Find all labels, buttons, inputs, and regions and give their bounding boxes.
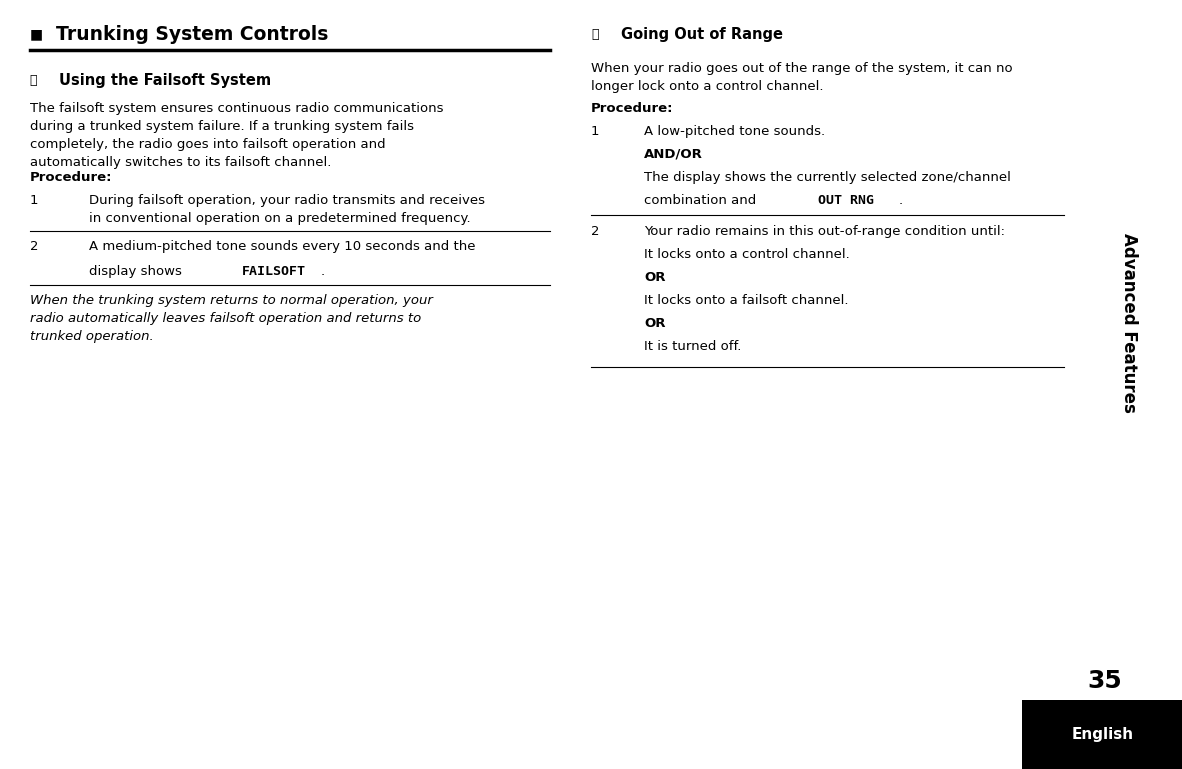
- Text: OR: OR: [644, 271, 665, 284]
- Text: The failsoft system ensures continuous radio communications
during a trunked sys: The failsoft system ensures continuous r…: [30, 102, 443, 168]
- Text: 2: 2: [30, 240, 38, 253]
- Text: It locks onto a control channel.: It locks onto a control channel.: [644, 248, 850, 261]
- Text: It is turned off.: It is turned off.: [644, 340, 741, 353]
- Text: .: .: [898, 194, 902, 207]
- Bar: [1022, 700, 1182, 769]
- Text: display shows: display shows: [89, 265, 186, 278]
- Text: 🗎: 🗎: [30, 75, 37, 87]
- Text: OUT RNG: OUT RNG: [818, 194, 873, 207]
- Text: A medium-pitched tone sounds every 10 seconds and the: A medium-pitched tone sounds every 10 se…: [89, 240, 475, 253]
- Text: 1: 1: [591, 125, 599, 138]
- Text: English: English: [1071, 727, 1134, 742]
- Text: Your radio remains in this out-of-range condition until:: Your radio remains in this out-of-range …: [644, 225, 1005, 238]
- Text: ■: ■: [30, 28, 43, 42]
- Text: Using the Failsoft System: Using the Failsoft System: [59, 73, 271, 88]
- Text: Advanced Features: Advanced Features: [1119, 233, 1138, 413]
- Text: A low-pitched tone sounds.: A low-pitched tone sounds.: [644, 125, 825, 138]
- Text: When your radio goes out of the range of the system, it can no
longer lock onto : When your radio goes out of the range of…: [591, 62, 1013, 92]
- Text: Going Out of Range: Going Out of Range: [621, 27, 782, 42]
- Text: .: .: [320, 265, 324, 278]
- Text: OR: OR: [644, 317, 665, 330]
- Text: The display shows the currently selected zone/channel: The display shows the currently selected…: [644, 171, 1011, 184]
- Text: AND/OR: AND/OR: [644, 148, 703, 161]
- Text: Trunking System Controls: Trunking System Controls: [56, 25, 327, 44]
- Text: 🗎: 🗎: [591, 28, 598, 41]
- Text: When the trunking system returns to normal operation, your
radio automatically l: When the trunking system returns to norm…: [30, 294, 433, 343]
- Text: FAILSOFT: FAILSOFT: [242, 265, 306, 278]
- Text: combination and: combination and: [644, 194, 761, 207]
- Text: 2: 2: [591, 225, 599, 238]
- Text: Procedure:: Procedure:: [30, 171, 112, 184]
- Text: Procedure:: Procedure:: [591, 102, 674, 115]
- Text: It locks onto a failsoft channel.: It locks onto a failsoft channel.: [644, 294, 849, 307]
- Text: 1: 1: [30, 194, 38, 207]
- Text: 35: 35: [1087, 668, 1123, 693]
- Text: During failsoft operation, your radio transmits and receives
in conventional ope: During failsoft operation, your radio tr…: [89, 194, 485, 225]
